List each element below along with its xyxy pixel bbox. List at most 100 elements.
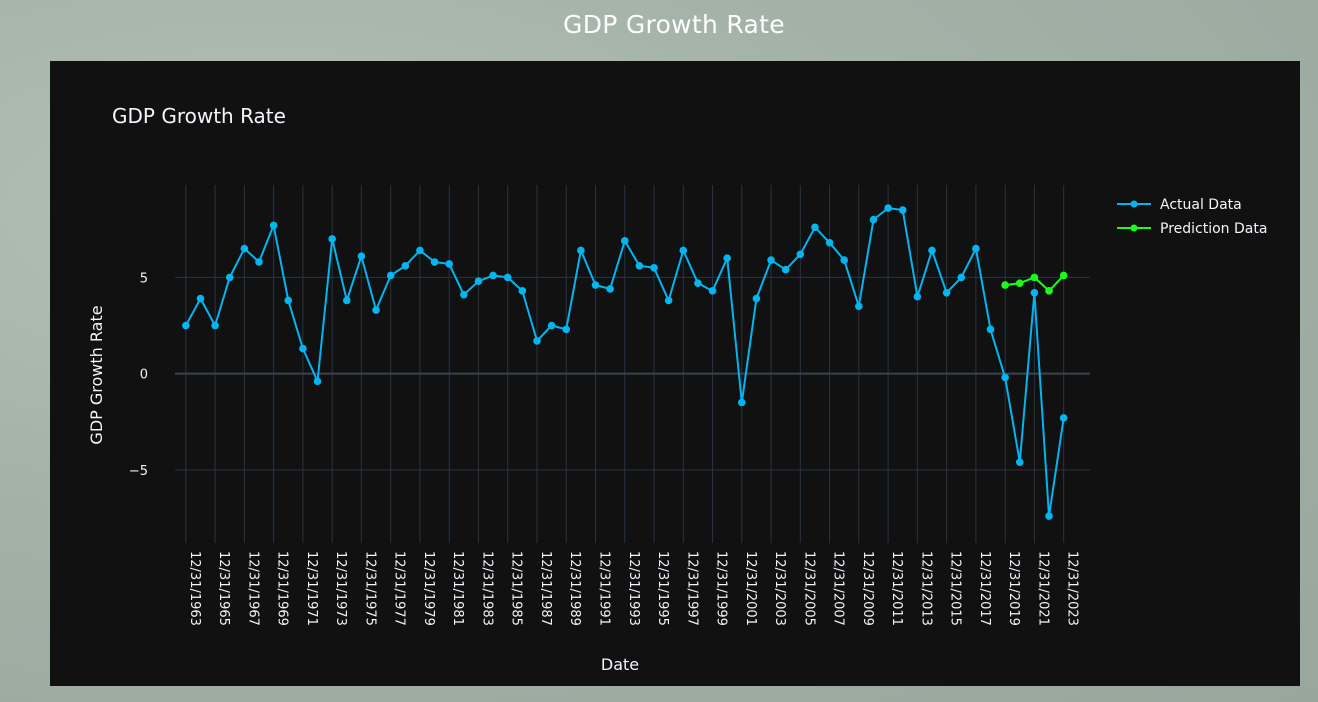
- data-point-actual[interactable]: [957, 273, 966, 282]
- data-point-actual[interactable]: [869, 215, 878, 224]
- data-point-actual[interactable]: [781, 265, 790, 274]
- data-point-actual[interactable]: [913, 292, 922, 301]
- data-point-actual[interactable]: [430, 258, 439, 266]
- x-tick-label: 12/31/1993: [626, 551, 641, 626]
- data-point-actual[interactable]: [445, 260, 453, 268]
- x-tick-label: 12/31/2005: [801, 551, 816, 626]
- data-point-actual[interactable]: [225, 273, 234, 282]
- data-point-prediction[interactable]: [1015, 279, 1024, 287]
- data-point-actual[interactable]: [986, 325, 995, 334]
- data-point-actual[interactable]: [299, 344, 307, 353]
- data-point-actual[interactable]: [606, 285, 614, 293]
- data-point-actual[interactable]: [386, 271, 395, 280]
- legend-item-prediction[interactable]: Prediction Data: [1117, 221, 1267, 237]
- data-point-actual[interactable]: [474, 277, 483, 286]
- x-tick-label: 12/31/1983: [479, 551, 494, 626]
- data-point-actual[interactable]: [357, 252, 366, 261]
- x-tick-label: 12/31/1981: [450, 551, 465, 626]
- x-tick-label: 12/31/1979: [421, 551, 436, 626]
- data-point-actual[interactable]: [679, 246, 688, 255]
- data-point-actual[interactable]: [489, 271, 497, 280]
- x-tick-label: 12/31/2011: [889, 551, 904, 626]
- data-point-actual[interactable]: [313, 377, 322, 386]
- data-point-actual[interactable]: [547, 321, 556, 330]
- data-point-actual[interactable]: [1045, 512, 1053, 520]
- data-point-actual[interactable]: [460, 290, 468, 299]
- y-axis-title: GDP Growth Rate: [87, 305, 106, 444]
- data-point-actual[interactable]: [182, 321, 190, 330]
- x-tick-label: 12/31/2009: [860, 551, 875, 626]
- data-point-actual[interactable]: [738, 398, 746, 407]
- x-tick-label: 12/31/2007: [831, 551, 846, 626]
- chart-title: GDP Growth Rate: [112, 104, 286, 128]
- y-tick-label: −5: [129, 464, 148, 479]
- data-point-actual[interactable]: [942, 288, 951, 297]
- data-point-prediction[interactable]: [1045, 287, 1053, 295]
- data-point-actual[interactable]: [723, 254, 731, 262]
- data-point-actual[interactable]: [664, 296, 673, 305]
- legend-marker-actual: [1130, 200, 1138, 208]
- x-tick-label: 12/31/1977: [392, 551, 407, 626]
- data-point-actual[interactable]: [767, 256, 775, 264]
- data-point-actual[interactable]: [840, 256, 849, 264]
- x-tick-label: 12/31/2021: [1035, 551, 1050, 626]
- data-point-actual[interactable]: [401, 262, 410, 270]
- data-point-actual[interactable]: [1030, 288, 1039, 297]
- data-point-actual[interactable]: [825, 238, 834, 247]
- data-point-actual[interactable]: [620, 237, 629, 245]
- legend-label-prediction: Prediction Data: [1160, 221, 1267, 237]
- x-tick-label: 12/31/1987: [538, 551, 553, 626]
- data-point-actual[interactable]: [211, 321, 219, 330]
- data-point-actual[interactable]: [342, 296, 351, 305]
- data-point-actual[interactable]: [196, 294, 205, 303]
- data-point-actual[interactable]: [255, 258, 263, 266]
- x-axis-ticks: 12/31/1963 12/31/1965 12/31/1967 12/31/1969…: [187, 551, 1080, 626]
- data-point-actual[interactable]: [416, 246, 424, 255]
- data-point-actual[interactable]: [1001, 373, 1009, 382]
- data-point-actual[interactable]: [372, 306, 380, 314]
- data-point-actual[interactable]: [650, 263, 658, 272]
- data-point-prediction[interactable]: [1030, 273, 1039, 282]
- x-tick-label: 12/31/1999: [714, 551, 729, 626]
- data-point-actual[interactable]: [284, 296, 293, 305]
- data-point-actual[interactable]: [796, 250, 805, 259]
- data-point-prediction[interactable]: [1001, 281, 1009, 289]
- legend-item-actual[interactable]: Actual Data: [1117, 197, 1242, 213]
- data-point-actual[interactable]: [898, 206, 907, 214]
- x-tick-label: 12/31/2003: [772, 551, 787, 626]
- data-point-actual[interactable]: [855, 302, 863, 311]
- legend-label-actual: Actual Data: [1160, 197, 1242, 213]
- data-point-actual[interactable]: [533, 337, 541, 345]
- x-tick-label: 12/31/1969: [275, 551, 290, 626]
- data-point-actual[interactable]: [811, 223, 819, 232]
- data-point-actual[interactable]: [518, 287, 527, 295]
- x-tick-label: 12/31/2017: [977, 551, 992, 626]
- data-point-actual[interactable]: [1059, 414, 1068, 422]
- x-tick-label: 12/31/1971: [304, 551, 319, 626]
- data-point-actual[interactable]: [591, 281, 600, 289]
- data-point-actual[interactable]: [694, 279, 702, 287]
- data-point-actual[interactable]: [752, 294, 761, 303]
- data-point-actual[interactable]: [269, 221, 278, 230]
- data-point-actual[interactable]: [884, 204, 892, 212]
- data-point-actual[interactable]: [240, 244, 249, 253]
- data-point-actual[interactable]: [708, 287, 717, 295]
- x-tick-label: 12/31/1963: [187, 551, 202, 626]
- data-point-actual[interactable]: [972, 244, 980, 253]
- data-point-actual[interactable]: [562, 325, 571, 334]
- x-tick-label: 12/31/2001: [743, 551, 758, 626]
- data-point-actual[interactable]: [928, 246, 936, 255]
- x-axis-title: Date: [601, 655, 639, 674]
- data-point-actual[interactable]: [1015, 458, 1024, 466]
- data-point-actual[interactable]: [328, 235, 336, 243]
- x-tick-label: 12/31/1995: [655, 551, 670, 626]
- data-point-actual[interactable]: [503, 273, 512, 282]
- chart-panel: GDP Growth Rate −5 0 5 12/31/1963 12/31/196…: [50, 61, 1300, 686]
- data-point-actual[interactable]: [577, 246, 585, 255]
- data-point-prediction[interactable]: [1059, 271, 1068, 280]
- gdp-line-chart[interactable]: GDP Growth Rate −505 12/31/1963 12/31/196…: [50, 61, 1300, 686]
- legend[interactable]: Actual Data Prediction Data: [1117, 197, 1267, 237]
- x-tick-label: 12/31/2019: [1006, 551, 1021, 626]
- x-tick-label: 12/31/1989: [567, 551, 582, 626]
- data-point-actual[interactable]: [635, 262, 644, 270]
